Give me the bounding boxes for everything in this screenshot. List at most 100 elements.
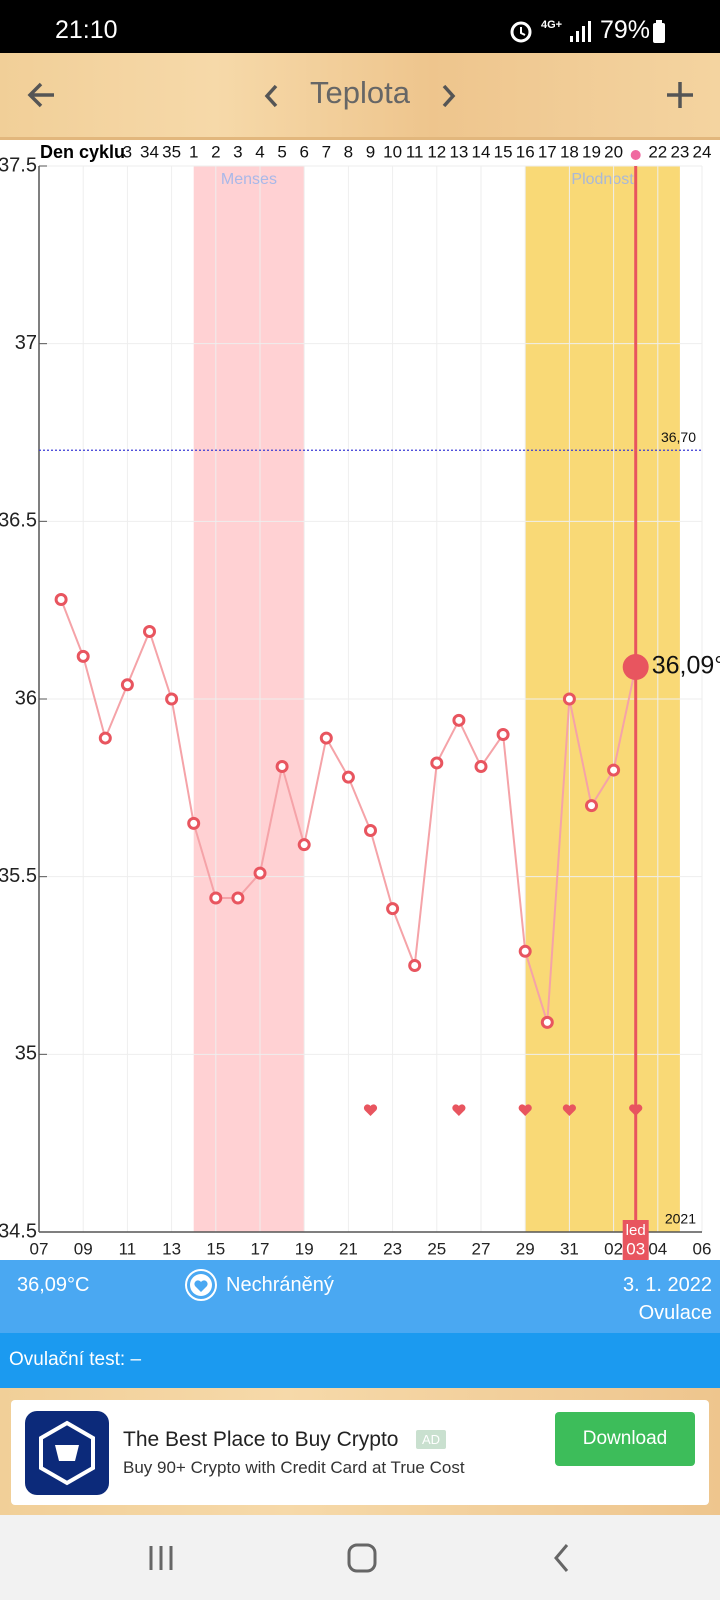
data-point — [143, 624, 156, 638]
selected-value-label: 36,09°C — [652, 652, 720, 680]
y-tick-label: 35 — [15, 1043, 37, 1065]
x-tick-label: 06 — [693, 1239, 712, 1258]
x-tick-label: 29 — [516, 1239, 535, 1258]
ad-logo — [25, 1411, 109, 1495]
x-tick-label: 19 — [295, 1239, 314, 1258]
x-tick-label: 27 — [472, 1239, 491, 1258]
x-tick-label: 09 — [74, 1239, 93, 1258]
cycle-day-label: 4 — [255, 142, 264, 161]
data-point — [275, 760, 289, 774]
home-button[interactable] — [346, 1542, 378, 1574]
x-tick-label: 02 — [604, 1239, 623, 1258]
navigation-bar — [0, 1515, 720, 1600]
y-tick-label: 37 — [15, 332, 37, 354]
data-point — [474, 760, 488, 774]
ad-area: The Best Place to Buy Crypto AD Buy 90+ … — [0, 1388, 720, 1515]
x-tick-label: 21 — [339, 1239, 358, 1258]
clock: 21:10 — [55, 16, 118, 44]
cycle-day-label: 17 — [538, 142, 557, 161]
data-point — [364, 823, 377, 837]
next-button[interactable] — [436, 81, 460, 111]
system-back-button[interactable] — [550, 1542, 574, 1574]
data-point — [540, 1015, 554, 1029]
back-button[interactable] — [24, 77, 60, 113]
alarm-icon — [510, 21, 532, 43]
y-tick-label: 34.5 — [0, 1220, 37, 1242]
data-point — [562, 692, 576, 706]
data-point — [585, 799, 598, 813]
cycle-day-label: 16 — [516, 142, 535, 161]
cycle-phase: Ovulace — [638, 1302, 712, 1324]
cycle-day-label: 2 — [211, 142, 220, 161]
intercourse-heart — [629, 1104, 643, 1116]
cycle-day-label: 10 — [383, 142, 402, 161]
protection-status: Nechráněný — [226, 1274, 334, 1296]
ad-title: The Best Place to Buy Crypto — [123, 1428, 399, 1451]
year-label: 2021 — [665, 1211, 696, 1227]
y-tick-label: 36 — [15, 687, 37, 709]
previous-button[interactable] — [260, 81, 284, 111]
battery-icon — [653, 20, 665, 43]
x-tick-label: 23 — [383, 1239, 402, 1258]
data-point — [54, 593, 68, 607]
x-tick-label: 15 — [206, 1239, 225, 1258]
data-point — [165, 692, 179, 706]
selected-month: led — [626, 1222, 646, 1239]
cycle-day-label: 12 — [427, 142, 446, 161]
cycle-day-label: 7 — [322, 142, 331, 161]
cycle-day-label: 8 — [344, 142, 353, 161]
network: 4G+ — [541, 19, 563, 31]
x-tick-label: 17 — [251, 1239, 270, 1258]
ad-badge: AD — [416, 1430, 447, 1449]
selected-date-box — [622, 1220, 649, 1260]
data-point — [319, 731, 333, 745]
intercourse-heart — [363, 1104, 378, 1116]
selected-day: 03 — [626, 1239, 645, 1258]
data-point — [607, 763, 621, 777]
cycle-marker — [630, 150, 641, 160]
ovulation-test-row[interactable]: Ovulační test: – — [0, 1333, 720, 1388]
cycle-day-label: 3 — [233, 142, 242, 161]
cycle-day-label: 11 — [406, 142, 424, 161]
cycle-day-label: 20 — [604, 142, 623, 161]
cycle-day-label: 15 — [494, 142, 513, 161]
ad-card[interactable]: The Best Place to Buy Crypto AD Buy 90+ … — [11, 1400, 709, 1505]
signal-icon — [570, 21, 591, 42]
download-button[interactable]: Download — [555, 1412, 695, 1466]
cycle-day-label: 35 — [162, 142, 181, 161]
cycle-day-label: 19 — [582, 142, 601, 161]
data-point — [408, 959, 422, 972]
cycle-day-label: 24 — [693, 142, 712, 161]
add-button[interactable] — [664, 79, 696, 111]
intercourse-heart — [518, 1104, 532, 1116]
data-point — [120, 678, 134, 692]
cycle-day-label: 5 — [277, 142, 286, 161]
x-tick-label: 25 — [427, 1239, 446, 1258]
data-point — [430, 756, 444, 770]
info-temperature: 36,09°C — [17, 1274, 90, 1296]
data-point — [452, 713, 466, 727]
ad-text: Buy 90+ Crypto with Credit Card at True … — [123, 1458, 465, 1477]
cycle-day-label: 9 — [366, 142, 375, 161]
data-point — [386, 902, 400, 916]
selected-date: 3. 1. 2022 — [623, 1274, 712, 1296]
phase-label: Menses — [221, 171, 277, 188]
cycle-day-label: 3 — [123, 142, 132, 161]
cycle-day-label: 22 — [648, 142, 667, 161]
cycle-day-label: 23 — [670, 142, 689, 161]
battery-level: 79% — [600, 16, 651, 44]
screen-title: Teplota — [310, 75, 410, 110]
x-tick-label: 31 — [560, 1239, 579, 1258]
x-tick-label: 11 — [119, 1239, 137, 1258]
data-point — [496, 728, 510, 742]
header: Teplota — [0, 53, 720, 140]
data-point — [231, 891, 245, 905]
cycle-day-label: 1 — [189, 142, 198, 161]
intercourse-heart — [452, 1104, 466, 1116]
data-point — [341, 770, 355, 784]
reference-label: 36,70 — [661, 429, 696, 445]
data-point — [187, 816, 201, 830]
recents-button[interactable] — [146, 1543, 176, 1573]
heart-icon — [185, 1269, 217, 1301]
